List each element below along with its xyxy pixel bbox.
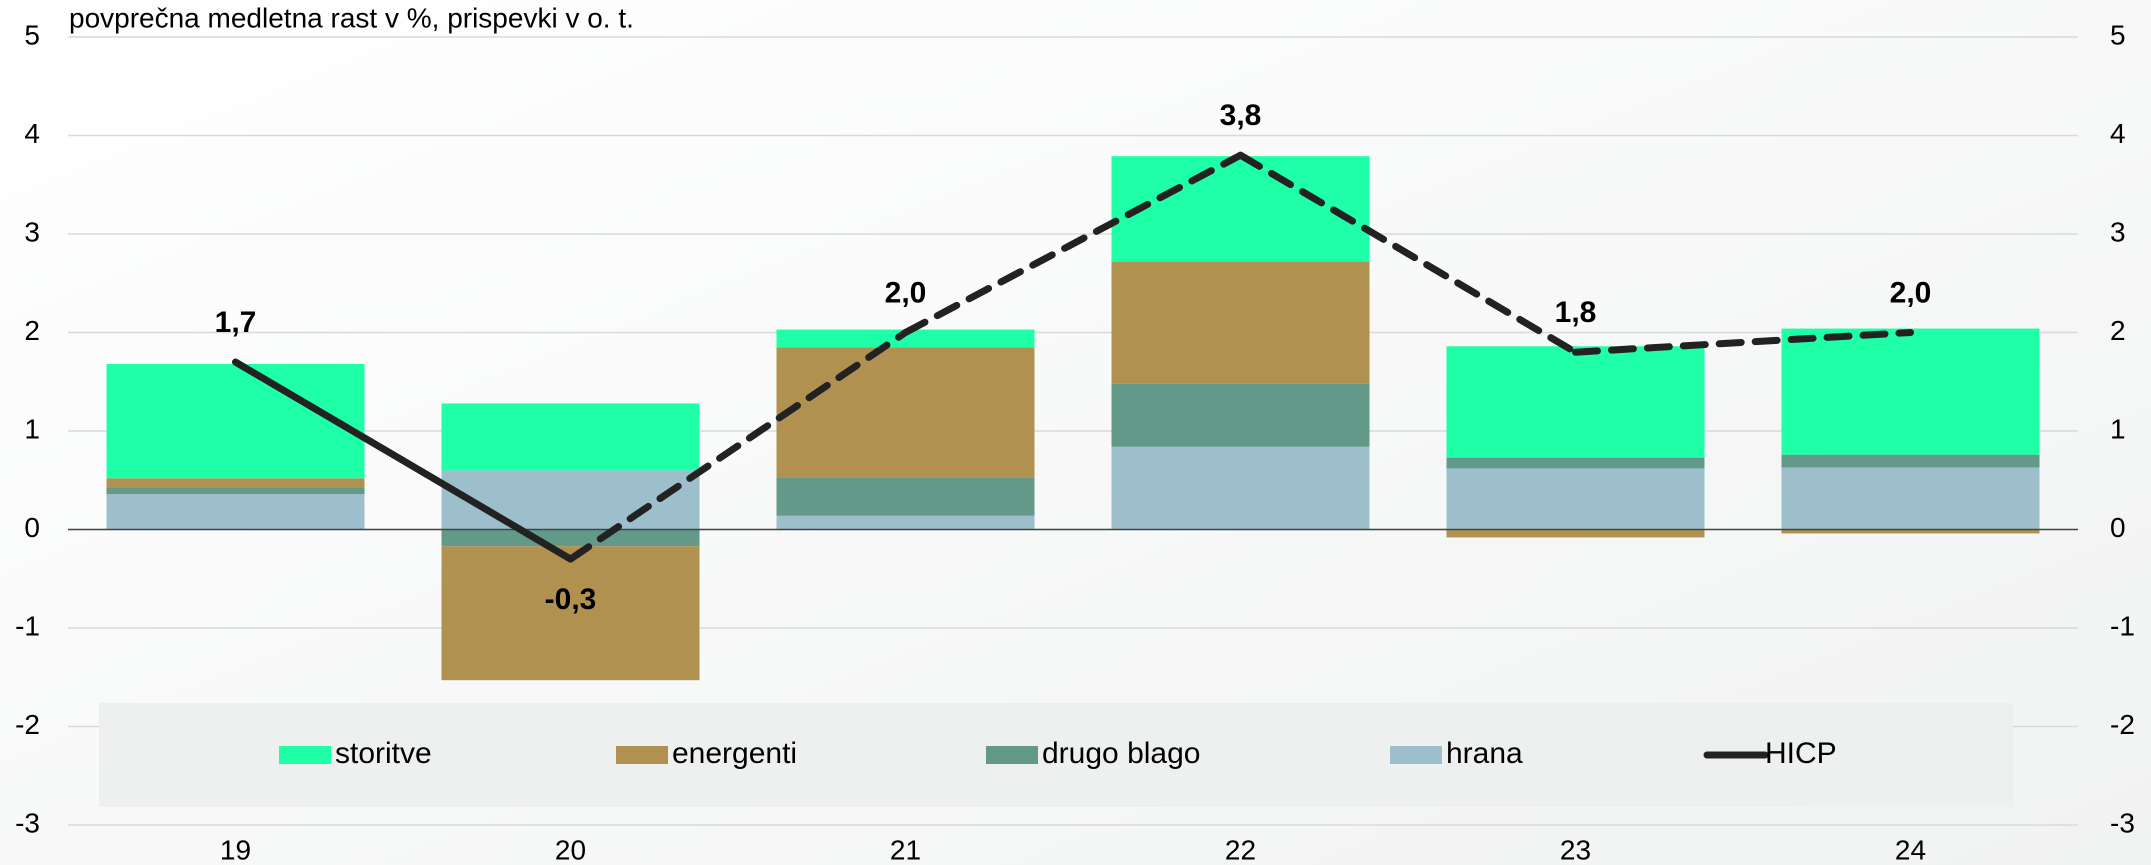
bar-segment: [1781, 328, 2040, 455]
x-tick-label: 21: [890, 834, 921, 865]
y-tick-label: 0: [24, 512, 40, 543]
y2-tick-label: -3: [2110, 807, 2135, 838]
bar-segment: [776, 477, 1035, 516]
legend-label: drugo blago: [1042, 737, 1200, 770]
data-label: -0,3: [545, 583, 597, 616]
x-tick-label: 22: [1225, 834, 1256, 865]
bar-segment: [106, 487, 365, 495]
bar-segment: [1111, 383, 1370, 447]
y2-tick-label: 3: [2110, 216, 2126, 247]
y-tick-label: 5: [24, 19, 40, 50]
bar-segment: [441, 403, 700, 471]
bar-segment: [1781, 467, 2040, 530]
y2-tick-label: 4: [2110, 118, 2126, 149]
y2-tick-label: -1: [2110, 610, 2135, 641]
bar-segment: [106, 494, 365, 530]
y2-tick-label: 0: [2110, 512, 2126, 543]
y2-tick-label: -2: [2110, 709, 2135, 740]
y2-tick-label: 2: [2110, 315, 2126, 346]
legend-swatch: [279, 746, 331, 764]
bar-segment: [441, 529, 700, 547]
hicp-line: [902, 151, 1244, 336]
hicp-line: [567, 329, 909, 563]
bar-segment: [106, 364, 365, 479]
hicp-line: [232, 358, 574, 563]
bar-segment: [1446, 457, 1705, 469]
x-tick-label: 24: [1895, 834, 1926, 865]
data-label: 3,8: [1220, 99, 1262, 132]
y2-tick-label: 5: [2110, 19, 2126, 50]
chart-title: povprečna medletna rast v %, prispevki v…: [69, 2, 634, 33]
bar-segment: [1781, 454, 2040, 468]
bar-segment: [776, 515, 1035, 530]
legend-label: hrana: [1446, 737, 1523, 770]
legend-swatch: [986, 746, 1038, 764]
data-label: 2,0: [885, 276, 927, 309]
y2-tick-label: 1: [2110, 413, 2126, 444]
x-tick-label: 20: [555, 834, 586, 865]
legend-label: storitve: [335, 737, 432, 770]
y-tick-label: 2: [24, 315, 40, 346]
data-label: 1,8: [1555, 296, 1597, 329]
legend-label: HICP: [1765, 737, 1837, 770]
legend-swatch: [616, 746, 668, 764]
bar-segment: [106, 478, 365, 488]
bar-segment: [1781, 529, 2040, 534]
hicp-line: [1237, 151, 1579, 356]
bar-segment: [1111, 446, 1370, 530]
bar-segment: [1446, 468, 1705, 530]
bar-segment: [776, 329, 1035, 348]
legend-box: [99, 703, 2013, 807]
legend-swatch: [1390, 746, 1442, 764]
hicp-line: [1572, 329, 1914, 356]
data-label: 1,7: [215, 306, 257, 339]
bar-segment: [1111, 156, 1370, 262]
bar-segment: [1111, 261, 1370, 384]
y-tick-label: -3: [15, 807, 40, 838]
bar-segment: [1446, 346, 1705, 458]
y-tick-label: 4: [24, 118, 40, 149]
data-label: 2,0: [1890, 276, 1932, 309]
y-tick-label: 1: [24, 413, 40, 444]
x-tick-label: 23: [1560, 834, 1591, 865]
x-tick-label: 19: [220, 834, 251, 865]
bar-segment: [441, 546, 700, 681]
bar-segment: [1446, 529, 1705, 538]
legend-label: energenti: [672, 737, 797, 770]
y-tick-label: -1: [15, 610, 40, 641]
bar-segment: [776, 347, 1035, 478]
y-tick-label: 3: [24, 216, 40, 247]
y-tick-label: -2: [15, 709, 40, 740]
bar-segment: [441, 470, 700, 530]
